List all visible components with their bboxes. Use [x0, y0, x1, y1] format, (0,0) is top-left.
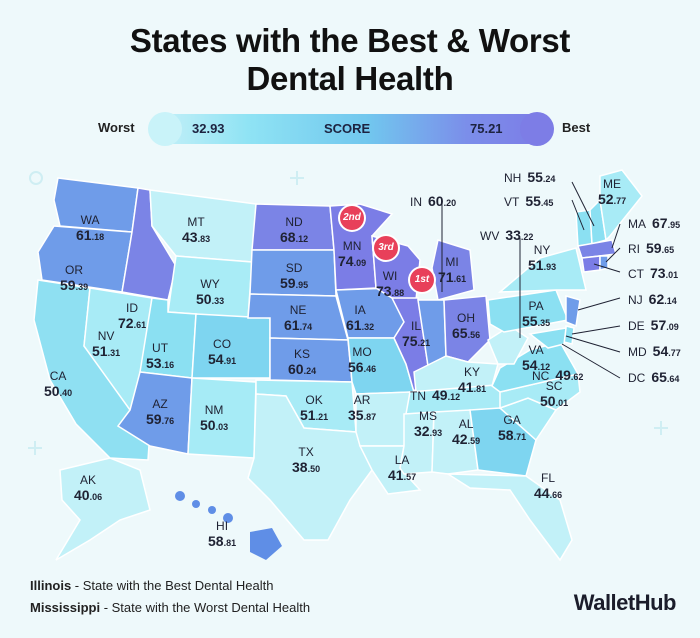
state-CT	[581, 255, 601, 273]
label-CT: CT 73.01	[628, 265, 679, 281]
label-KY: KY 41.81	[458, 365, 487, 395]
footer-best-state: Illinois	[30, 578, 72, 593]
label-GA: GA 58.71	[498, 413, 527, 443]
label-TN: TN 49.12	[410, 387, 461, 403]
state-MA	[577, 239, 617, 259]
label-WV: WV 33.22	[480, 227, 534, 243]
label-ID: ID 72.61	[118, 301, 147, 331]
state-AK	[55, 457, 151, 561]
footer-best-note: Illinois - State with the Best Dental He…	[30, 578, 274, 593]
state-GA	[469, 407, 537, 477]
state-AL	[431, 409, 479, 475]
rank-badge-2nd: 2nd	[340, 206, 364, 230]
footer-worst-state: Mississippi	[30, 600, 101, 615]
title-line-1: States with the Best & Worst	[129, 22, 571, 59]
footer-worst-note: Mississippi - State with the Worst Denta…	[30, 600, 311, 615]
label-ME: ME 52.77	[598, 177, 627, 207]
label-SD: SD 59.95	[280, 261, 309, 291]
label-FL: FL 44.66	[534, 471, 563, 501]
label-IA: IA 61.32	[346, 303, 375, 333]
label-WY: WY 50.33	[196, 277, 225, 307]
label-CA: CA 50.40	[44, 369, 73, 399]
label-NV: NV 51.31	[92, 329, 121, 359]
label-ND: ND 68.12	[280, 215, 309, 245]
label-HI: HI 58.81	[208, 519, 237, 549]
label-IL: IL 75.21	[402, 319, 431, 349]
rank-badge-1st: 1st	[410, 268, 434, 292]
label-AK: AK 40.06	[74, 473, 103, 503]
label-OH: OH 65.56	[452, 311, 481, 341]
label-MI: MI 71.61	[438, 255, 467, 285]
label-NE: NE 61.74	[284, 303, 313, 333]
state-NY	[497, 247, 587, 293]
label-LA: LA 41.57	[388, 453, 417, 483]
label-AZ: AZ 59.76	[146, 397, 175, 427]
legend-worst-swatch	[148, 112, 182, 146]
label-WA: WA 61.18	[76, 213, 105, 243]
label-MN: MN 74.09	[338, 239, 367, 269]
page-title: States with the Best & Worst Dental Heal…	[0, 22, 700, 98]
legend-worst-label: Worst	[98, 120, 135, 135]
state-PA	[487, 289, 570, 333]
state-OH	[443, 295, 491, 363]
label-NC: NC 49.62	[532, 367, 584, 383]
label-TX: TX 38.50	[292, 445, 321, 475]
state-NJ	[565, 295, 581, 328]
state-FL	[445, 473, 573, 562]
label-PA: PA 55.35	[522, 299, 551, 329]
label-MD: MD 54.77	[628, 343, 681, 359]
legend-best-label: Best	[562, 120, 591, 135]
label-NH: NH 55.24	[504, 169, 556, 185]
label-SC: SC 50.01	[540, 379, 569, 409]
legend-gradient-bar	[150, 114, 546, 144]
label-NY: NY 51.93	[528, 243, 557, 273]
label-MA: MA 67.95	[628, 215, 681, 231]
state-MD	[528, 327, 567, 349]
label-AL: AL 42.59	[452, 417, 481, 447]
label-NM: NM 50.03	[200, 403, 229, 433]
label-NJ: NJ 62.14	[628, 291, 677, 307]
label-MT: MT 43.83	[182, 215, 211, 245]
label-VT: VT 55.45	[504, 193, 554, 209]
legend-score-label: SCORE	[324, 121, 371, 136]
label-MO: MO 56.46	[348, 345, 377, 375]
state-HI	[175, 491, 282, 560]
legend-max-value: 75.21	[470, 121, 503, 136]
legend-min-value: 32.93	[192, 121, 225, 136]
wallethub-logo: WalletHub	[573, 590, 677, 615]
label-RI: RI 59.65	[628, 240, 675, 256]
label-KS: KS 60.24	[288, 347, 317, 377]
label-MS: MS 32.93	[414, 409, 443, 439]
leader-lines	[441, 181, 621, 379]
label-DC: DC 65.64	[628, 369, 680, 385]
label-CO: CO 54.91	[208, 337, 237, 367]
label-UT: UT 53.16	[146, 341, 175, 371]
label-VA: VA 54.12	[522, 343, 551, 373]
state-OR	[37, 225, 133, 293]
label-AR: AR 35.87	[348, 393, 377, 423]
state-TX	[247, 393, 373, 541]
state-ME	[599, 169, 643, 242]
label-DE: DE 57.09	[628, 317, 679, 333]
rank-badge-3rd: 3rd	[374, 236, 398, 260]
label-OK: OK 51.21	[300, 393, 329, 423]
label-WI: WI 73.88	[376, 269, 405, 299]
title-line-2: Dental Health	[246, 60, 454, 97]
label-IN: IN 60.20	[410, 193, 457, 209]
label-OR: OR 59.39	[60, 263, 89, 293]
legend-best-swatch	[520, 112, 554, 146]
